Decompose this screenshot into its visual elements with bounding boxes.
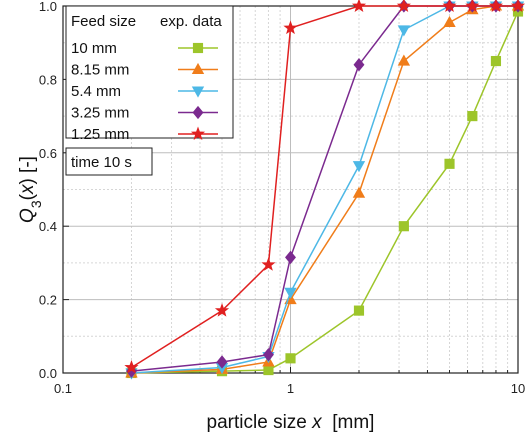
legend-label: 3.25 mm bbox=[71, 105, 129, 122]
y-tick-label: 0.8 bbox=[39, 72, 57, 87]
y-tick-label: 1.0 bbox=[39, 0, 57, 14]
series-line bbox=[131, 5, 518, 369]
data-point bbox=[284, 287, 297, 299]
legend: Feed size exp. data 10 mm 8.15 mm 5.4 mm 3.… bbox=[65, 5, 234, 143]
legend-header-right: exp. data bbox=[160, 13, 222, 30]
data-point bbox=[351, 0, 367, 13]
annotation-text: time 10 s bbox=[71, 154, 132, 171]
data-point bbox=[285, 250, 296, 265]
data-point bbox=[397, 54, 411, 66]
data-point bbox=[352, 186, 366, 198]
data-point bbox=[353, 58, 365, 72]
data-point bbox=[263, 364, 274, 376]
legend-marker bbox=[190, 126, 206, 141]
data-point bbox=[261, 257, 276, 271]
legend-label: 5.4 mm bbox=[71, 83, 121, 100]
data-point bbox=[214, 303, 230, 317]
data-point bbox=[285, 353, 296, 364]
data-point bbox=[396, 0, 411, 13]
series-1-25-mm bbox=[124, 0, 526, 374]
legend-label: 8.15 mm bbox=[71, 62, 129, 79]
data-point bbox=[510, 0, 526, 13]
y-tick-label: 0.2 bbox=[39, 293, 57, 308]
y-tick-label: 0.6 bbox=[39, 146, 57, 161]
legend-marker bbox=[192, 42, 204, 54]
data-point bbox=[443, 15, 456, 28]
legend-entries: 10 mm 8.15 mm 5.4 mm 3.25 mm 1.25 mm bbox=[71, 40, 218, 143]
data-point bbox=[397, 25, 411, 37]
legend-box bbox=[65, 5, 234, 139]
data-point bbox=[490, 55, 502, 67]
legend-label: 1.25 mm bbox=[71, 126, 129, 143]
data-point bbox=[353, 305, 365, 316]
legend-marker bbox=[191, 62, 205, 75]
data-point bbox=[126, 364, 137, 378]
data-point bbox=[465, 0, 480, 13]
y-axis-title: Q3(x) [-] bbox=[17, 156, 44, 223]
x-tick-label: 10 bbox=[511, 381, 525, 396]
legend-marker bbox=[192, 105, 204, 120]
legend-marker bbox=[191, 86, 205, 98]
legend-label: 10 mm bbox=[71, 40, 117, 57]
series-line bbox=[131, 5, 518, 374]
axes: 0.1 1 10 0.0 0.2 0.4 0.6 0.8 1.0 bbox=[39, 0, 525, 396]
annotation: time 10 s bbox=[65, 147, 153, 176]
y-tick-label: 0.4 bbox=[39, 219, 57, 234]
x-axis-title: particle size x [mm] bbox=[207, 412, 375, 433]
data-point bbox=[442, 0, 457, 13]
y-tick-label: 0.0 bbox=[39, 366, 57, 381]
data-point bbox=[283, 20, 298, 35]
series-line bbox=[131, 11, 519, 374]
data-point bbox=[262, 347, 274, 362]
data-point bbox=[398, 221, 409, 232]
data-point bbox=[352, 161, 366, 173]
annotation-box bbox=[65, 147, 153, 176]
x-tick-label: 1 bbox=[287, 381, 294, 396]
data-point bbox=[124, 360, 139, 374]
data-point bbox=[444, 158, 455, 169]
series-layer bbox=[124, 0, 526, 380]
data-point bbox=[216, 355, 228, 369]
data-point bbox=[488, 0, 504, 13]
axis-titles: particle size x [mm] Q3(x) [-] bbox=[17, 156, 374, 433]
legend-header-left: Feed size bbox=[71, 13, 136, 30]
x-tick-label: 0.1 bbox=[54, 381, 72, 396]
data-point bbox=[467, 111, 478, 122]
